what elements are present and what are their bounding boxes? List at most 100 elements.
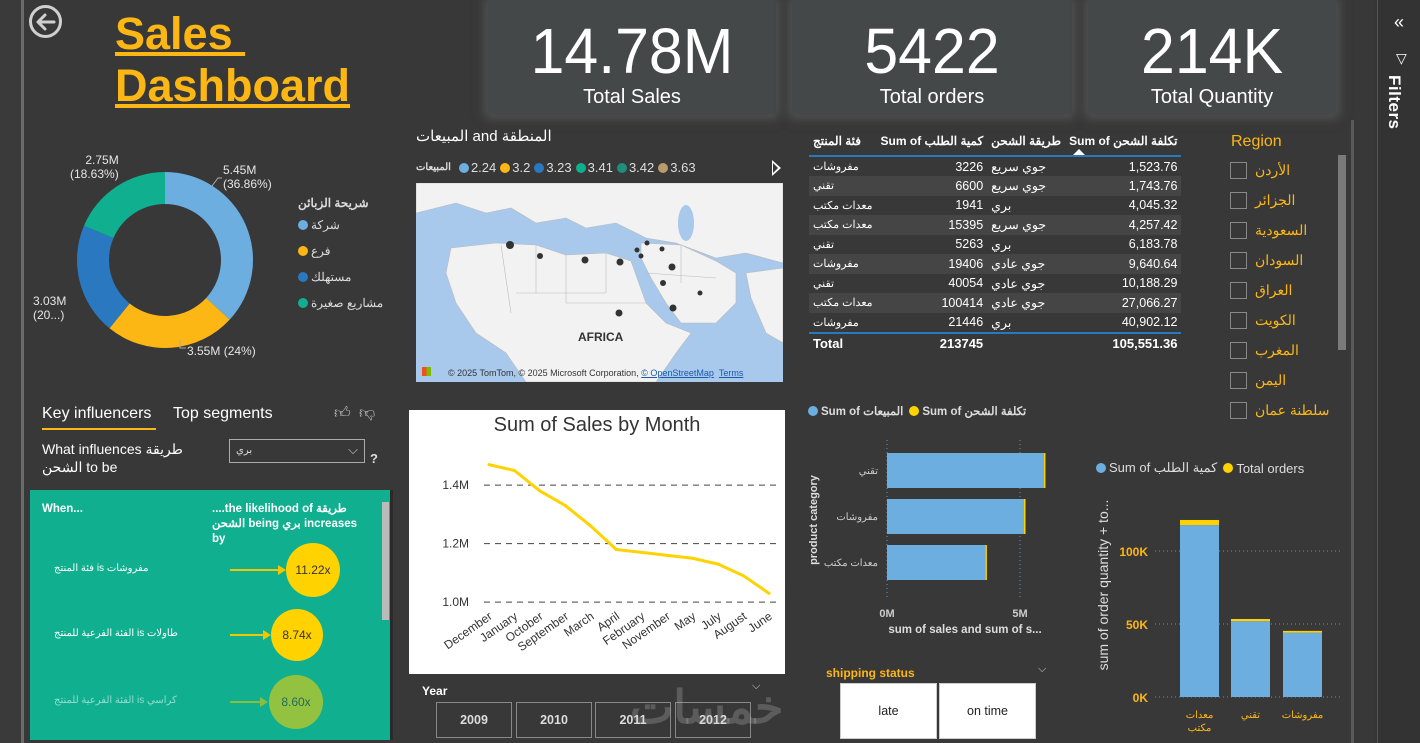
region-option[interactable]: الجزائر bbox=[1230, 192, 1295, 209]
region-option[interactable]: سلطنة عمان bbox=[1230, 402, 1329, 419]
column-header[interactable]: فئة المنتج bbox=[809, 128, 877, 157]
checkbox[interactable] bbox=[1230, 162, 1247, 179]
kpi-card-total-orders[interactable]: 5422 Total orders bbox=[792, 0, 1072, 115]
data-point[interactable] bbox=[614, 547, 618, 551]
donut-legend-item[interactable]: شركة bbox=[298, 218, 340, 232]
table-row[interactable]: معدات مكتب 1941 بري 4,045.32 bbox=[809, 196, 1181, 216]
sales-by-month-chart[interactable]: Sum of Sales by Month 1.0M 1.2M 1.4M Decembe… bbox=[409, 410, 785, 674]
checkbox[interactable] bbox=[1230, 282, 1247, 299]
sales-by-category-bar-chart[interactable]: 0M 5M تقني مفروشات معدات مكتب sum of sales an… bbox=[800, 420, 1070, 645]
region-option[interactable]: السعودية bbox=[1230, 222, 1307, 239]
checkbox[interactable] bbox=[1230, 222, 1247, 239]
data-table[interactable]: فئة المنتج Sum of كمية الطلب طريقة الشحن… bbox=[809, 128, 1182, 353]
data-point[interactable] bbox=[767, 591, 771, 595]
year-option[interactable]: 2011 bbox=[595, 702, 671, 738]
donut-chart[interactable] bbox=[75, 170, 255, 350]
shipping-option-late[interactable]: late bbox=[840, 683, 937, 739]
map-legend-item[interactable]: 3.23 bbox=[534, 160, 572, 175]
region-option[interactable]: الأردن bbox=[1230, 162, 1290, 179]
shipping-option-on-time[interactable]: on time bbox=[939, 683, 1036, 739]
data-point[interactable] bbox=[512, 468, 516, 472]
data-point[interactable] bbox=[742, 574, 746, 578]
kpi-card-total-quantity[interactable]: 214K Total Quantity bbox=[1088, 0, 1336, 115]
filters-label[interactable]: Filters bbox=[1385, 75, 1404, 130]
map-visual[interactable]: AFRICA © 2025 TomTom, © 2025 Microsoft C… bbox=[416, 183, 783, 382]
influencers-scrollbar[interactable] bbox=[382, 502, 389, 620]
data-point[interactable] bbox=[665, 553, 669, 557]
data-point[interactable] bbox=[716, 562, 720, 566]
table-row[interactable]: مفروشات 3226 جوي سريع 1,523.76 bbox=[809, 156, 1181, 176]
terms-link[interactable]: Terms bbox=[718, 368, 744, 378]
column-header-sorted[interactable]: Sum of تكلفة الشحن bbox=[1065, 128, 1182, 157]
bar-sales[interactable] bbox=[887, 545, 986, 580]
table-row[interactable]: تقني 6600 جوي سريع 1,743.76 bbox=[809, 176, 1182, 196]
kpi-card-total-sales[interactable]: 14.78M Total Sales bbox=[488, 0, 776, 115]
legend-label[interactable]: Sum of المبيعات bbox=[821, 406, 904, 418]
checkbox[interactable] bbox=[1230, 402, 1247, 419]
column-header[interactable]: طريقة الشحن bbox=[987, 128, 1066, 157]
influencer-row[interactable]: الفئة الفرعية للمنتج is طاولات 8.74x bbox=[30, 609, 380, 661]
bar-sales[interactable] bbox=[887, 499, 1024, 534]
data-point[interactable] bbox=[563, 504, 567, 508]
data-point[interactable] bbox=[538, 489, 542, 493]
donut-legend-item[interactable]: مشاريع صغيرة bbox=[298, 296, 383, 310]
influencer-row[interactable]: فئة المنتج is مفروشات 11.22x bbox=[30, 543, 380, 597]
thumbs-up-icon[interactable]: 👍︎ bbox=[334, 405, 351, 422]
back-button[interactable] bbox=[29, 5, 62, 38]
bar-total-orders[interactable] bbox=[1283, 630, 1322, 633]
data-point[interactable] bbox=[691, 556, 695, 560]
checkbox[interactable] bbox=[1230, 192, 1247, 209]
help-icon[interactable]: ? bbox=[370, 451, 378, 466]
donut-slice[interactable] bbox=[109, 297, 230, 348]
legend-next-arrow-icon[interactable] bbox=[772, 160, 781, 176]
influencer-row[interactable]: الفئة الفرعية للمنتج is كراسي 8.60x bbox=[30, 675, 380, 729]
donut-legend-item[interactable]: مستهلك bbox=[298, 270, 351, 284]
bar-shipping-cost[interactable] bbox=[1023, 499, 1026, 534]
double-chevron-left-icon[interactable]: « bbox=[1394, 12, 1405, 32]
region-option[interactable]: اليمن bbox=[1230, 372, 1286, 389]
table-row[interactable]: مفروشات 19406 جوي عادي 9,640.64 bbox=[809, 254, 1182, 274]
year-option[interactable]: 2009 bbox=[436, 702, 512, 738]
checkbox[interactable] bbox=[1230, 342, 1247, 359]
series-line[interactable] bbox=[488, 463, 770, 595]
bar-shipping-cost[interactable] bbox=[985, 545, 987, 580]
donut-legend-item[interactable]: فرع bbox=[298, 244, 331, 258]
tab-key-influencers[interactable]: Key influencers bbox=[42, 405, 152, 422]
map-legend-item[interactable]: 3.42 bbox=[616, 160, 654, 175]
legend-label[interactable]: Sum of كمية الطلب bbox=[1109, 460, 1218, 475]
bar-total-orders[interactable] bbox=[1180, 519, 1219, 526]
table-row[interactable]: تقني 40054 جوي عادي 10,188.29 bbox=[809, 274, 1181, 294]
region-option[interactable]: المغرب bbox=[1230, 342, 1299, 359]
tab-top-segments[interactable]: Top segments bbox=[173, 405, 273, 422]
map-legend-item[interactable]: 2.24 bbox=[458, 160, 496, 175]
region-option[interactable]: السودان bbox=[1230, 252, 1303, 269]
donut-slice[interactable] bbox=[83, 172, 165, 239]
checkbox[interactable] bbox=[1230, 252, 1247, 269]
bar-order-quantity[interactable] bbox=[1283, 632, 1322, 697]
data-point[interactable] bbox=[487, 463, 491, 467]
data-point[interactable] bbox=[589, 524, 593, 528]
thumbs-down-icon[interactable]: 👎︎ bbox=[359, 405, 376, 422]
chevron-down-icon[interactable]: ⌵ bbox=[752, 680, 761, 692]
region-option[interactable]: الكويت bbox=[1230, 312, 1296, 329]
chevron-down-icon[interactable]: ⌵ bbox=[1038, 663, 1047, 675]
bar-total-orders[interactable] bbox=[1231, 619, 1270, 622]
bar-shipping-cost[interactable] bbox=[1043, 453, 1046, 488]
region-option[interactable]: العراق bbox=[1230, 282, 1292, 299]
column-header[interactable]: Sum of كمية الطلب bbox=[876, 128, 988, 157]
map-legend-item[interactable]: 3.2 bbox=[500, 160, 530, 175]
checkbox[interactable] bbox=[1230, 312, 1247, 329]
table-row[interactable]: معدات مكتب 15395 جوي سريع 4,257.42 bbox=[809, 215, 1182, 235]
bar-sales[interactable] bbox=[887, 453, 1044, 488]
bar-order-quantity[interactable] bbox=[1180, 525, 1219, 697]
openstreetmap-link[interactable]: © OpenStreetMap bbox=[641, 368, 714, 378]
quantity-by-category-column-chart[interactable]: 0K 50K 100K معدات مكتب تقني مفروشات sum of orde… bbox=[1080, 470, 1340, 743]
donut-slice[interactable] bbox=[76, 225, 130, 329]
year-option[interactable]: 2010 bbox=[516, 702, 592, 738]
region-scrollbar[interactable] bbox=[1338, 155, 1346, 350]
filters-pane[interactable]: « ▽ Filters bbox=[1377, 0, 1420, 743]
checkbox[interactable] bbox=[1230, 372, 1247, 389]
legend-label[interactable]: Total orders bbox=[1236, 460, 1305, 476]
table-row[interactable]: مفروشات 21446 بري 40,902.12 bbox=[809, 313, 1181, 333]
map-legend-item[interactable]: 3.63 bbox=[658, 160, 696, 175]
